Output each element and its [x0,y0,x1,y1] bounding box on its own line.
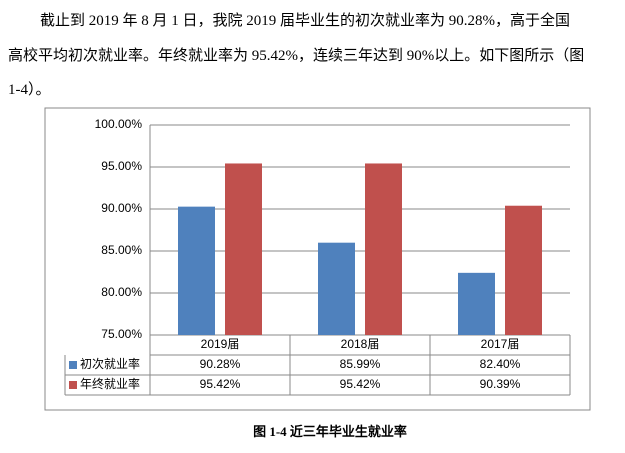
bar [458,272,495,335]
bar [365,163,402,335]
legend-label: 初次就业率 [80,356,140,371]
y-tick-label: 75.00% [101,327,142,341]
data-label: 90.39% [480,377,521,391]
paragraph-line: 高校平均初次就业率。年终就业率为 95.42%，连续三年达到 90%以上。如下图… [8,47,584,64]
y-tick-label: 95.00% [101,159,142,173]
bar [225,163,262,335]
chart-frame [44,107,591,411]
bar [318,242,355,335]
paragraph-line: 1-4）。 [8,81,51,98]
x-tick-label: 2019届 [201,337,240,351]
y-tick-label: 85.00% [101,243,142,257]
data-label: 85.99% [340,357,381,371]
legend-label: 年终就业率 [80,376,140,391]
data-label: 90.28% [200,357,241,371]
bar [505,205,542,335]
x-tick-label: 2017届 [481,337,520,351]
x-tick-label: 2018届 [341,337,380,351]
y-tick-label: 90.00% [101,201,142,215]
data-label: 95.42% [200,377,241,391]
data-label: 82.40% [480,357,521,371]
paragraph-line: 截止到 2019 年 8 月 1 日，我院 2019 届毕业生的初次就业率为 9… [40,11,570,29]
data-label: 95.42% [340,377,381,391]
caption: 图 1-4 近三年毕业生就业率 [253,424,407,439]
y-tick-label: 100.00% [95,117,143,131]
legend-swatch [69,361,77,369]
bar [178,206,215,335]
legend-swatch [69,381,77,389]
y-tick-label: 80.00% [101,285,142,299]
